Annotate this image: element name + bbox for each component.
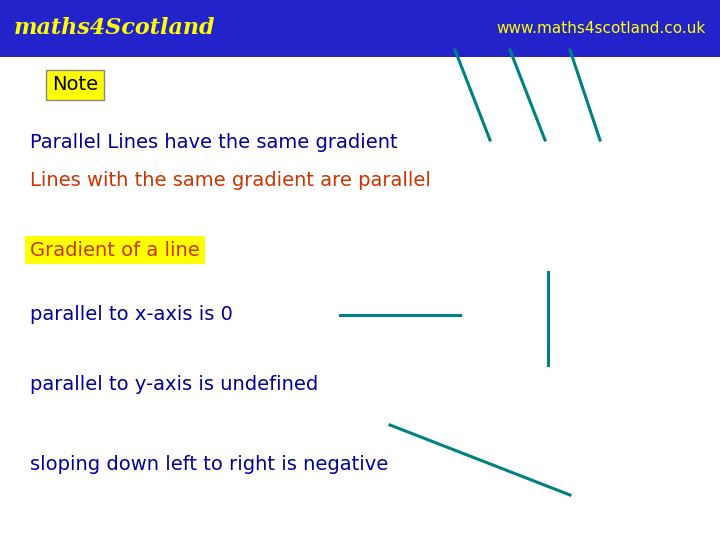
Text: maths4Scotland: maths4Scotland <box>14 17 215 39</box>
Text: Gradient of a line: Gradient of a line <box>30 240 199 260</box>
Text: www.maths4scotland.co.uk: www.maths4scotland.co.uk <box>497 21 706 36</box>
Text: Parallel Lines have the same gradient: Parallel Lines have the same gradient <box>30 132 397 152</box>
Text: sloping down left to right is negative: sloping down left to right is negative <box>30 456 388 475</box>
Bar <box>0 0 720 57</box>
Text: parallel to y-axis is undefined: parallel to y-axis is undefined <box>30 375 318 395</box>
Text: Lines with the same gradient are parallel: Lines with the same gradient are paralle… <box>30 171 431 190</box>
Text: parallel to x-axis is 0: parallel to x-axis is 0 <box>30 306 233 325</box>
Text: Note: Note <box>52 76 98 94</box>
